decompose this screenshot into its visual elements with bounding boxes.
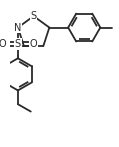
Text: S: S [15, 39, 21, 49]
Text: O: O [30, 39, 37, 49]
Text: S: S [31, 11, 37, 21]
Text: O: O [0, 39, 6, 49]
Text: N: N [14, 22, 22, 32]
